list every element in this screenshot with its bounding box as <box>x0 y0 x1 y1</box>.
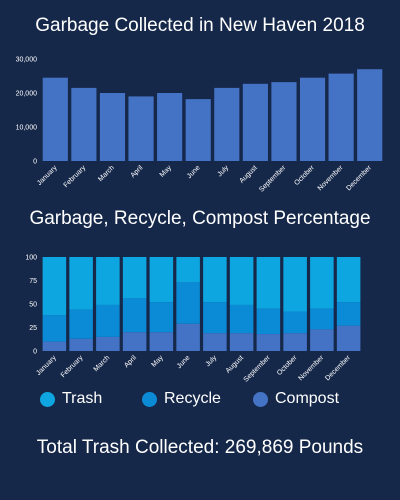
y-tick-label: 20,000 <box>16 91 38 98</box>
bar-trash-november <box>310 257 334 309</box>
bar-recycle-december <box>336 302 361 326</box>
bar-recycle-february <box>69 309 93 339</box>
bar-january <box>42 77 68 161</box>
x-tick-label: November <box>298 354 326 382</box>
legend-swatch-trash <box>40 391 55 407</box>
bar-trash-february <box>69 257 93 310</box>
x-tick-label: April <box>130 164 145 179</box>
bar-december <box>357 69 383 161</box>
bar-february <box>71 87 97 161</box>
x-tick-label: August <box>238 164 258 184</box>
legend-swatch-recycle <box>142 391 157 407</box>
bar-trash-december <box>336 257 361 303</box>
x-tick-label: December <box>324 354 352 382</box>
garbage-bar-chart: 0 10,000 20,000 30,000 January February March A… <box>16 57 383 194</box>
bar-july <box>214 87 240 161</box>
bar-may <box>157 93 183 161</box>
legend: Trash Recycle Compost <box>0 390 400 414</box>
x-tick-label: June <box>176 354 192 370</box>
y-tick-label: 0 <box>33 349 37 356</box>
bar-september <box>271 82 297 161</box>
x-tick-label: May <box>150 354 165 369</box>
y-tick-label: 10,000 <box>16 125 38 132</box>
bar-trash-may <box>149 257 174 303</box>
bar-recycle-june <box>176 282 200 324</box>
bar-recycle-may <box>149 302 174 333</box>
x-tick-label: March <box>97 164 116 183</box>
bar-november <box>328 73 354 161</box>
y-tick-label: 75 <box>29 278 37 285</box>
chart1-title: Garbage Collected in New Haven 2018 <box>35 15 365 36</box>
bar-compost-july <box>203 333 227 351</box>
bar-compost-september <box>256 334 281 351</box>
x-tick-label: July <box>216 164 230 178</box>
y-tick-label: 100 <box>25 255 37 262</box>
bar-trash-july <box>203 257 227 303</box>
legend-item-compost[interactable]: Compost <box>253 390 339 408</box>
bar-compost-april <box>122 332 147 351</box>
legend-label-trash: Trash <box>62 390 103 407</box>
bar-trash-august <box>229 257 254 305</box>
x-tick-label: November <box>317 164 345 192</box>
legend-item-recycle[interactable]: Recycle <box>142 390 221 408</box>
legend-swatch-compost <box>253 391 268 407</box>
bar-recycle-november <box>310 308 334 330</box>
bar-compost-march <box>96 336 120 351</box>
bar-recycle-august <box>229 304 254 334</box>
bar-trash-january <box>42 257 67 316</box>
bar-trash-october <box>283 257 307 312</box>
bar-recycle-january <box>42 315 67 342</box>
percentage-stacked-chart: 0 25 50 75 100 January February March April May Ju… <box>25 255 361 384</box>
x-tick-label: August <box>225 354 245 374</box>
total-trash-summary: Total Trash Collected: 269,869 Pounds <box>36 437 364 458</box>
bar-compost-may <box>149 332 174 351</box>
x-tick-label: April <box>123 354 138 369</box>
y-tick-label: 0 <box>33 159 37 166</box>
bar-trash-september <box>256 257 281 309</box>
bar-recycle-april <box>122 298 147 333</box>
x-tick-label: October <box>276 354 299 377</box>
x-tick-label: January <box>35 354 58 377</box>
x-tick-label: February <box>63 164 88 189</box>
x-tick-label: July <box>205 354 219 368</box>
y-tick-label: 50 <box>29 302 37 309</box>
x-tick-label: May <box>159 164 174 179</box>
bar-recycle-july <box>203 302 227 334</box>
x-tick-label: March <box>93 354 112 373</box>
bar-compost-february <box>69 338 93 351</box>
legend-label-compost: Compost <box>275 390 340 407</box>
bar-june <box>185 99 211 161</box>
legend-item-trash[interactable]: Trash <box>40 390 102 408</box>
x-tick-label: September <box>258 164 288 194</box>
bar-compost-june <box>176 323 200 351</box>
x-tick-label: June <box>186 164 202 180</box>
bar-compost-november <box>310 329 334 351</box>
legend-label-recycle: Recycle <box>164 390 221 407</box>
bar-recycle-october <box>283 311 307 334</box>
x-tick-label: October <box>293 164 316 187</box>
bar-compost-january <box>42 341 67 351</box>
bar-recycle-march <box>96 304 120 337</box>
bar-compost-august <box>229 333 254 351</box>
bar-trash-june <box>176 257 200 283</box>
x-tick-label: January <box>36 164 59 187</box>
bar-compost-december <box>336 325 361 351</box>
x-tick-label: February <box>60 354 85 379</box>
bar-april <box>128 96 154 161</box>
bar-trash-april <box>122 257 147 299</box>
bar-trash-march <box>96 257 120 305</box>
y-tick-label: 25 <box>29 325 37 332</box>
bar-march <box>99 93 126 161</box>
x-tick-label: September <box>243 354 273 384</box>
y-tick-label: 30,000 <box>16 57 38 64</box>
x-tick-label: December <box>345 164 373 192</box>
bar-compost-october <box>283 333 307 351</box>
chart2-title: Garbage, Recycle, Compost Percentage <box>29 208 371 229</box>
bar-october <box>299 77 326 161</box>
bar-august <box>242 83 268 161</box>
bar-recycle-september <box>256 308 281 335</box>
